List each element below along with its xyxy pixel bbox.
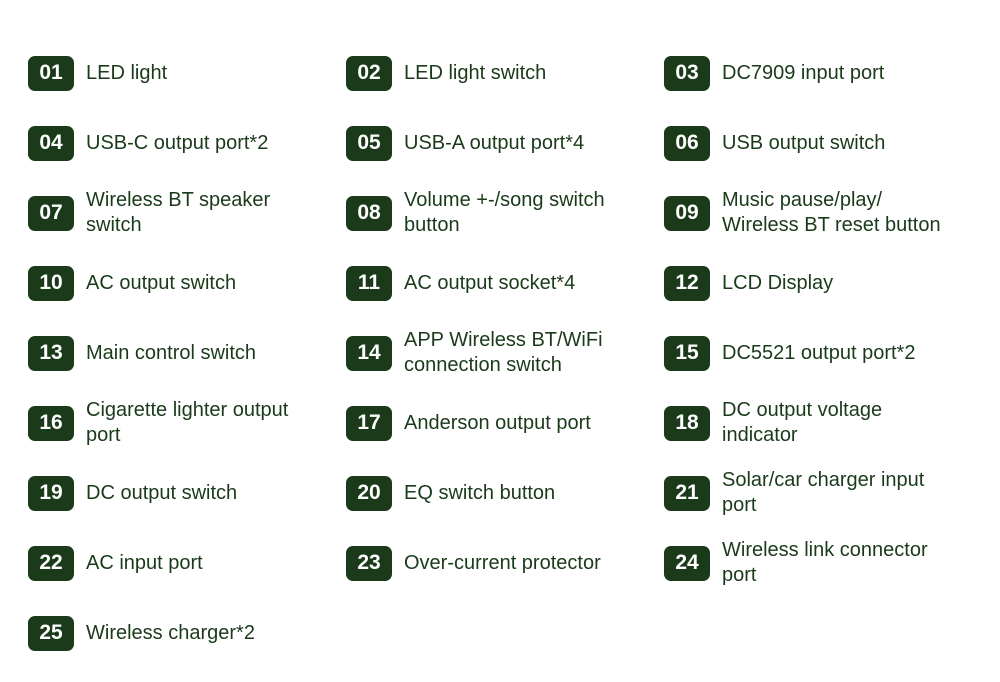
legend-label: AC input port <box>86 551 203 576</box>
legend-item: 19 DC output switch <box>28 460 336 526</box>
legend-number-badge: 07 <box>28 196 74 231</box>
legend-label: USB output switch <box>722 131 885 156</box>
legend-number-badge: 06 <box>664 126 710 161</box>
legend-item: 10 AC output switch <box>28 250 336 316</box>
legend-item: 02 LED light switch <box>346 40 654 106</box>
legend-label: DC output voltage indicator <box>722 398 962 448</box>
legend-label: Over-current protector <box>404 551 601 576</box>
legend-item: 15 DC5521 output port*2 <box>664 320 972 386</box>
legend-number-badge: 11 <box>346 266 392 301</box>
legend-number-badge: 04 <box>28 126 74 161</box>
legend-number-badge: 23 <box>346 546 392 581</box>
legend-label: LED light switch <box>404 61 546 86</box>
legend-label: Wireless BT speaker switch <box>86 188 326 238</box>
legend-number-badge: 08 <box>346 196 392 231</box>
legend-number-badge: 18 <box>664 406 710 441</box>
legend-number-badge: 05 <box>346 126 392 161</box>
legend-number-badge: 02 <box>346 56 392 91</box>
legend-item: 24 Wireless link connector port <box>664 530 972 596</box>
legend-item: 23 Over-current protector <box>346 530 654 596</box>
legend-grid: 01 LED light 02 LED light switch 03 DC7909 in… <box>28 40 972 666</box>
legend-number-badge: 17 <box>346 406 392 441</box>
legend-item: 06 USB output switch <box>664 110 972 176</box>
legend-number-badge: 24 <box>664 546 710 581</box>
legend-item: 09 Music pause/play/ Wireless BT reset bu… <box>664 180 972 246</box>
legend-number-badge: 21 <box>664 476 710 511</box>
legend-label: DC5521 output port*2 <box>722 341 915 366</box>
legend-number-badge: 20 <box>346 476 392 511</box>
legend-number-badge: 16 <box>28 406 74 441</box>
legend-label: DC7909 input port <box>722 61 884 86</box>
legend-item: 14 APP Wireless BT/WiFi connection switch <box>346 320 654 386</box>
legend-label: AC output switch <box>86 271 236 296</box>
legend-label: Solar/car charger input port <box>722 468 962 518</box>
legend-item: 21 Solar/car charger input port <box>664 460 972 526</box>
legend-label: APP Wireless BT/WiFi connection switch <box>404 328 644 378</box>
legend-label: Anderson output port <box>404 411 591 436</box>
legend-label: LED light <box>86 61 167 86</box>
legend-number-badge: 25 <box>28 616 74 651</box>
legend-number-badge: 01 <box>28 56 74 91</box>
legend-number-badge: 10 <box>28 266 74 301</box>
legend-number-badge: 09 <box>664 196 710 231</box>
legend-label: Main control switch <box>86 341 256 366</box>
legend-item: 08 Volume +-/song switch button <box>346 180 654 246</box>
legend-number-badge: 13 <box>28 336 74 371</box>
legend-label: AC output socket*4 <box>404 271 575 296</box>
legend-label: Wireless charger*2 <box>86 621 255 646</box>
legend-item: 22 AC input port <box>28 530 336 596</box>
legend-item: 04 USB-C output port*2 <box>28 110 336 176</box>
legend-number-badge: 19 <box>28 476 74 511</box>
legend-item: 01 LED light <box>28 40 336 106</box>
legend-label: DC output switch <box>86 481 237 506</box>
legend-label: Volume +-/song switch button <box>404 188 644 238</box>
legend-number-badge: 14 <box>346 336 392 371</box>
legend-item: 20 EQ switch button <box>346 460 654 526</box>
legend-item: 16 Cigarette lighter output port <box>28 390 336 456</box>
legend-item: 12 LCD Display <box>664 250 972 316</box>
legend-item: 17 Anderson output port <box>346 390 654 456</box>
legend-number-badge: 15 <box>664 336 710 371</box>
legend-number-badge: 12 <box>664 266 710 301</box>
legend-label: Cigarette lighter output port <box>86 398 326 448</box>
legend-item: 18 DC output voltage indicator <box>664 390 972 456</box>
legend-label: LCD Display <box>722 271 833 296</box>
legend-item: 11 AC output socket*4 <box>346 250 654 316</box>
legend-label: Wireless link connector port <box>722 538 962 588</box>
legend-item: 13 Main control switch <box>28 320 336 386</box>
legend-label: USB-C output port*2 <box>86 131 268 156</box>
legend-item: 07 Wireless BT speaker switch <box>28 180 336 246</box>
legend-label: EQ switch button <box>404 481 555 506</box>
legend-item: 25 Wireless charger*2 <box>28 600 336 666</box>
legend-label: USB-A output port*4 <box>404 131 584 156</box>
legend-number-badge: 03 <box>664 56 710 91</box>
legend-number-badge: 22 <box>28 546 74 581</box>
legend-label: Music pause/play/ Wireless BT reset butt… <box>722 188 962 238</box>
legend-item: 05 USB-A output port*4 <box>346 110 654 176</box>
legend-item: 03 DC7909 input port <box>664 40 972 106</box>
